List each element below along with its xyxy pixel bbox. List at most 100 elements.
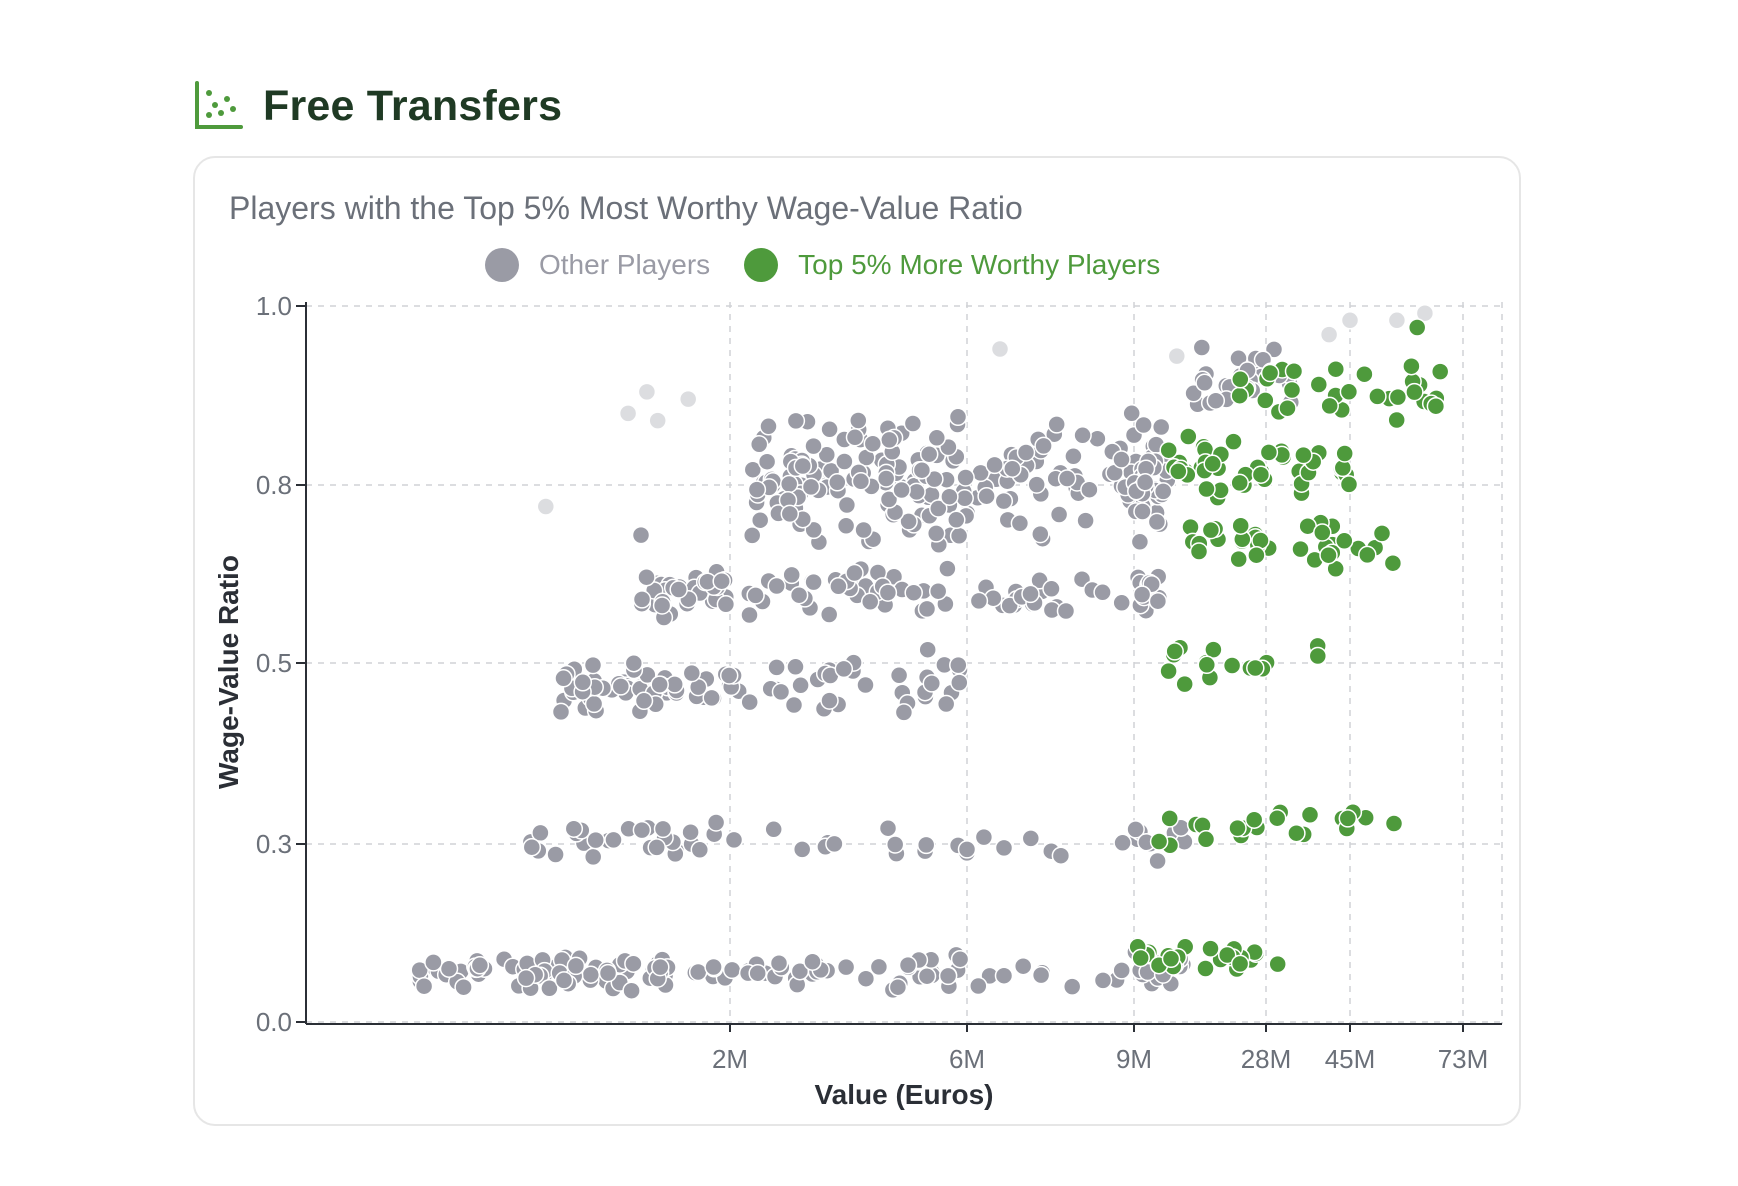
- top-player-point: [1358, 545, 1377, 565]
- other-player-point: [949, 526, 969, 546]
- faded-point: [1319, 325, 1339, 344]
- other-player-point: [804, 572, 823, 592]
- faded-point: [1167, 346, 1187, 366]
- other-player-point: [869, 957, 889, 977]
- other-player-point: [977, 486, 996, 506]
- other-player-point: [749, 435, 769, 454]
- other-player-point: [948, 407, 968, 427]
- other-player-point: [702, 688, 721, 708]
- top-player-point: [1313, 523, 1332, 542]
- other-player-point: [880, 430, 899, 450]
- top-player-point: [1372, 524, 1392, 543]
- other-player-point: [771, 682, 791, 702]
- other-player-point: [1003, 459, 1022, 478]
- other-player-point: [566, 956, 586, 976]
- other-player-point: [791, 676, 810, 695]
- other-player-point: [820, 420, 839, 439]
- other-player-point: [878, 583, 898, 602]
- other-player-point: [892, 480, 911, 500]
- legend-item-other[interactable]: Other Players: [485, 248, 710, 282]
- y-tick-label: 0.5: [256, 648, 292, 678]
- other-player-point: [947, 510, 966, 530]
- other-player-point: [1076, 511, 1095, 530]
- other-player-point: [829, 577, 848, 596]
- other-player-point: [651, 957, 670, 977]
- top-player-point: [1287, 823, 1306, 843]
- other-player-point: [779, 474, 799, 494]
- other-player-point: [938, 966, 958, 986]
- faded-point: [536, 497, 556, 516]
- legend-item-top[interactable]: Top 5% More Worthy Players: [744, 248, 1160, 282]
- other-player-point: [969, 976, 988, 996]
- other-player-point: [586, 830, 605, 850]
- top-player-point: [1405, 382, 1424, 402]
- other-player-point: [917, 966, 937, 986]
- top-player-point: [1335, 444, 1354, 463]
- other-player-point: [860, 592, 880, 612]
- other-player-point: [742, 526, 762, 545]
- top-player-point: [1149, 832, 1169, 851]
- other-player-point: [546, 845, 565, 864]
- other-player-point: [522, 837, 542, 857]
- other-player-point: [919, 444, 939, 464]
- top-player-point: [1230, 954, 1250, 974]
- x-axis-title: Value (Euros): [815, 1079, 994, 1110]
- top-player-point: [1430, 362, 1450, 381]
- other-player-point: [690, 840, 710, 860]
- other-player-point: [1042, 579, 1061, 599]
- top-player-point: [1267, 808, 1287, 828]
- other-player-point: [706, 813, 726, 832]
- other-player-point: [940, 487, 959, 506]
- other-player-point: [1112, 961, 1131, 980]
- other-player-point: [1064, 447, 1083, 466]
- other-player-point: [994, 966, 1014, 985]
- other-player-point: [1126, 820, 1145, 839]
- y-tick-label: 1.0: [256, 291, 292, 321]
- other-player-point: [1073, 426, 1092, 445]
- other-player-point: [1034, 436, 1053, 456]
- other-player-point: [1148, 851, 1167, 871]
- other-player-point: [837, 495, 857, 515]
- other-player-point: [1148, 591, 1168, 611]
- other-player-point: [856, 675, 875, 695]
- other-player-point: [879, 490, 899, 509]
- top-player-point: [1159, 440, 1178, 460]
- other-player-point: [724, 830, 744, 850]
- other-player-point: [994, 838, 1014, 858]
- other-player-point: [1113, 833, 1132, 853]
- legend-marker-top: [744, 248, 779, 282]
- other-player-point: [719, 666, 739, 685]
- other-player-point: [851, 472, 871, 491]
- x-tick-label: 9M: [1116, 1044, 1152, 1074]
- other-player-point: [650, 675, 669, 694]
- other-player-point: [653, 819, 673, 839]
- top-player-point: [1320, 396, 1339, 416]
- other-player-point: [1062, 977, 1082, 996]
- top-player-point: [1426, 396, 1446, 416]
- other-player-point: [819, 605, 839, 624]
- other-player-point: [936, 694, 956, 714]
- top-player-point: [1230, 386, 1249, 405]
- other-player-point: [786, 657, 805, 677]
- top-player-point: [1300, 805, 1320, 825]
- other-player-point: [789, 585, 809, 605]
- other-player-point: [424, 953, 443, 972]
- other-player-point: [564, 819, 584, 838]
- other-player-point: [624, 954, 643, 973]
- other-player-point: [1130, 532, 1150, 552]
- top-player-point: [1402, 356, 1421, 376]
- page-title: Free Transfers: [263, 81, 563, 130]
- other-player-point: [581, 965, 601, 984]
- other-player-point: [922, 674, 942, 693]
- other-player-point: [634, 691, 654, 711]
- other-player-point: [903, 414, 923, 433]
- other-player-point: [1049, 505, 1069, 524]
- top-player-point: [1197, 655, 1217, 675]
- other-player-point: [611, 677, 631, 696]
- top-player-point: [1204, 640, 1223, 659]
- other-player-point: [804, 520, 823, 540]
- other-player-point: [1031, 965, 1051, 985]
- faded-point: [1340, 311, 1360, 330]
- other-player-point: [631, 525, 651, 545]
- other-player-point: [1122, 404, 1141, 423]
